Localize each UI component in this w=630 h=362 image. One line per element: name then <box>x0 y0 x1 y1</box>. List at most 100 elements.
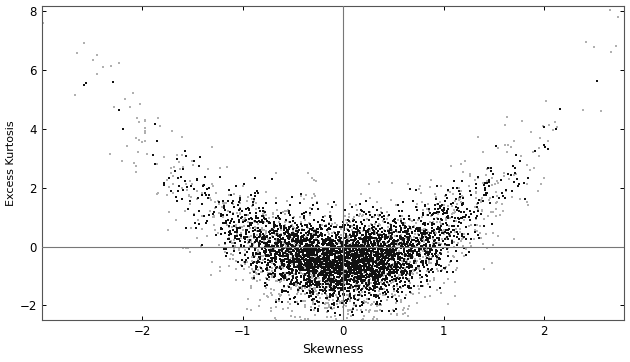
Point <box>294 261 304 266</box>
Point <box>408 198 418 204</box>
Point <box>472 201 482 207</box>
Point <box>298 255 308 261</box>
Point <box>72 50 83 56</box>
Point <box>255 241 265 247</box>
Point <box>346 248 357 254</box>
Point <box>342 246 352 252</box>
Point <box>251 237 261 243</box>
Point <box>313 274 323 279</box>
Point <box>350 219 360 225</box>
Point <box>405 216 415 222</box>
Point <box>362 260 372 266</box>
Point <box>306 262 316 268</box>
Point <box>339 273 349 278</box>
Point <box>510 170 520 176</box>
Point <box>374 281 384 287</box>
Point <box>534 135 544 141</box>
Point <box>358 263 369 269</box>
Point <box>358 279 369 285</box>
Point <box>272 223 282 228</box>
Point <box>319 258 329 264</box>
Point <box>272 251 282 257</box>
Point <box>253 215 263 221</box>
Point <box>305 277 315 283</box>
Point <box>522 175 532 181</box>
Point <box>362 307 372 313</box>
Point <box>159 181 169 186</box>
Point <box>309 256 319 262</box>
Point <box>319 269 329 275</box>
Point <box>457 200 467 206</box>
Point <box>382 271 392 277</box>
Point <box>225 228 235 234</box>
Point <box>347 251 357 257</box>
Point <box>293 247 303 252</box>
Point <box>363 258 373 264</box>
Point <box>341 276 351 282</box>
Point <box>341 240 351 246</box>
Point <box>385 230 395 236</box>
Point <box>311 276 321 282</box>
Point <box>326 217 336 223</box>
Point <box>348 243 358 248</box>
Point <box>326 239 336 245</box>
Point <box>224 187 234 193</box>
Point <box>338 265 348 270</box>
Point <box>417 231 427 237</box>
Point <box>404 247 415 253</box>
Point <box>327 239 337 245</box>
Point <box>188 163 198 168</box>
Point <box>323 241 333 247</box>
Point <box>455 220 466 226</box>
Point <box>282 260 292 265</box>
Point <box>287 244 297 249</box>
Point <box>309 240 319 246</box>
Point <box>328 249 338 254</box>
Point <box>239 252 249 257</box>
Point <box>243 212 253 218</box>
Point <box>366 250 376 256</box>
Point <box>374 272 384 277</box>
Point <box>265 277 275 283</box>
Point <box>235 193 245 199</box>
Point <box>438 211 449 217</box>
Point <box>383 254 393 260</box>
Point <box>309 244 319 250</box>
Point <box>328 261 338 266</box>
Point <box>324 260 335 266</box>
Point <box>275 240 285 245</box>
Point <box>269 231 279 236</box>
Point <box>328 245 338 251</box>
Point <box>377 249 387 255</box>
Point <box>363 249 373 254</box>
Point <box>308 231 318 236</box>
Point <box>140 118 150 123</box>
Point <box>356 254 366 260</box>
Point <box>387 227 398 233</box>
Point <box>256 212 266 218</box>
Point <box>355 269 365 275</box>
Point <box>482 167 492 172</box>
Point <box>382 216 392 222</box>
Point <box>318 246 328 252</box>
Point <box>309 267 319 273</box>
Point <box>478 207 488 213</box>
Point <box>357 258 367 264</box>
Point <box>316 268 326 273</box>
Point <box>372 273 382 278</box>
Point <box>310 227 320 232</box>
Point <box>307 258 318 264</box>
Point <box>353 250 363 256</box>
Point <box>291 253 301 259</box>
Point <box>220 230 231 236</box>
Point <box>330 263 340 269</box>
Point <box>354 285 364 291</box>
Point <box>376 286 386 291</box>
Point <box>334 250 344 256</box>
Point <box>349 265 359 271</box>
Point <box>323 229 333 235</box>
Point <box>360 261 370 267</box>
Point <box>447 203 457 209</box>
Point <box>424 239 434 244</box>
Point <box>476 197 486 203</box>
